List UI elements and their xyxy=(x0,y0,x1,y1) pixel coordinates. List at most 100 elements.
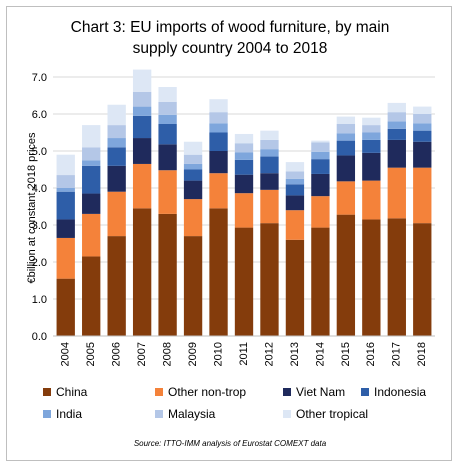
bar-2008-other-tropical xyxy=(158,86,177,102)
x-tick-label-2009: 2009 xyxy=(187,342,199,366)
bar-2012-malaysia xyxy=(260,139,279,150)
bar-2005-indonesia xyxy=(82,165,101,194)
bar-2010-other-tropical xyxy=(209,99,228,113)
bar-2017-malaysia xyxy=(387,112,406,122)
bar-2007-other-tropical xyxy=(132,69,152,92)
bar-2011-china xyxy=(234,227,254,336)
bar-2011-other-non-trop xyxy=(234,193,254,228)
legend-item-other-non-trop: Other non-trop xyxy=(155,385,246,399)
bar-2018-other-tropical xyxy=(413,106,432,114)
bar-2014-viet-nam xyxy=(311,173,330,197)
legend-swatch xyxy=(43,410,51,418)
chart-title-line2: supply country 2004 to 2018 xyxy=(132,40,328,57)
bar-2006-other-non-trop xyxy=(107,191,126,237)
bar-2018-viet-nam xyxy=(413,141,432,168)
bar-2012-other-non-trop xyxy=(260,189,279,224)
bar-2006-malaysia xyxy=(107,125,126,139)
bar-2017-indonesia xyxy=(387,128,406,140)
legend-item-china: China xyxy=(43,385,87,399)
bar-2015-malaysia xyxy=(336,123,356,134)
x-tick-label-2017: 2017 xyxy=(391,342,403,366)
bar-2007-indonesia xyxy=(132,115,152,139)
legend-swatch xyxy=(361,388,369,396)
bar-2018-other-non-trop xyxy=(413,167,432,224)
legend-label: Other tropical xyxy=(296,407,369,421)
y-axis-label: €billion at constant 2018 prices xyxy=(26,132,38,284)
bar-2004-viet-nam xyxy=(56,219,75,238)
bar-2014-other-tropical xyxy=(311,140,330,143)
bar-2011-indonesia xyxy=(234,159,254,175)
legend-item-viet-nam: Viet Nam xyxy=(283,385,345,399)
y-tick-label-0: 0.0 xyxy=(32,331,47,343)
y-tick-label-7: 7.0 xyxy=(32,72,47,84)
bar-2009-india xyxy=(183,163,203,170)
bar-2006-india xyxy=(107,138,126,148)
bar-2013-malaysia xyxy=(285,171,305,179)
bar-2010-other-non-trop xyxy=(209,173,228,209)
x-tick-label-2011: 2011 xyxy=(238,342,250,366)
chart-frame: Chart 3: EU imports of wood furniture, b… xyxy=(6,6,452,461)
bar-2015-india xyxy=(336,133,356,141)
bar-2017-other-non-trop xyxy=(387,167,406,219)
bar-2004-other-tropical xyxy=(56,154,75,176)
legend-label: India xyxy=(56,407,83,421)
bar-2009-malaysia xyxy=(183,154,203,164)
bar-2016-other-tropical xyxy=(362,117,381,126)
bar-2011-malaysia xyxy=(234,143,254,153)
bar-2012-other-tropical xyxy=(260,130,279,140)
bar-2015-viet-nam xyxy=(336,155,356,182)
y-tick-label-2: 2.0 xyxy=(32,257,47,269)
legend-item-indonesia: Indonesia xyxy=(361,385,426,399)
bar-2013-india xyxy=(285,178,305,185)
bar-2007-other-non-trop xyxy=(132,163,152,209)
bar-2008-malaysia xyxy=(158,101,177,115)
legend-swatch xyxy=(283,388,291,396)
legend-swatch xyxy=(155,388,163,396)
bar-2011-other-tropical xyxy=(234,133,254,144)
bar-2007-malaysia xyxy=(132,91,152,107)
bar-2016-indonesia xyxy=(362,139,381,153)
bar-2011-viet-nam xyxy=(234,174,254,194)
x-tick-label-2012: 2012 xyxy=(263,342,275,366)
legend-swatch xyxy=(43,388,51,396)
x-tick-label-2013: 2013 xyxy=(289,342,301,366)
bar-2013-china xyxy=(285,239,305,336)
bar-2006-indonesia xyxy=(107,147,126,166)
bar-2014-other-non-trop xyxy=(311,196,330,228)
bar-2014-china xyxy=(311,227,330,336)
bar-2009-indonesia xyxy=(183,169,203,181)
bar-2016-other-non-trop xyxy=(362,180,381,220)
bar-2007-viet-nam xyxy=(132,138,152,164)
bar-2009-other-tropical xyxy=(183,141,203,155)
source-note: Source: ITTO-IMM analysis of Eurostat CO… xyxy=(133,439,327,448)
bar-2010-malaysia xyxy=(209,112,228,124)
bar-2007-india xyxy=(132,106,152,116)
bar-2017-other-tropical xyxy=(387,102,406,113)
legend-item-malaysia: Malaysia xyxy=(155,407,215,421)
bar-2005-malaysia xyxy=(82,147,101,161)
bar-2006-china xyxy=(107,236,126,336)
bar-2004-india xyxy=(56,188,75,192)
chart-title-line1: Chart 3: EU imports of wood furniture, b… xyxy=(70,19,390,36)
bar-2018-india xyxy=(413,123,432,131)
bar-2005-china xyxy=(82,256,101,336)
x-tick-label-2015: 2015 xyxy=(340,342,352,366)
bar-2010-india xyxy=(209,123,228,133)
bar-2013-viet-nam xyxy=(285,195,305,211)
bar-2017-china xyxy=(387,218,406,336)
bar-2013-other-non-trop xyxy=(285,210,305,240)
bar-2005-other-non-trop xyxy=(82,213,101,257)
bar-2012-viet-nam xyxy=(260,173,279,190)
bar-2016-china xyxy=(362,219,381,336)
bar-2012-china xyxy=(260,223,279,336)
x-tick-label-2007: 2007 xyxy=(136,342,148,366)
y-tick-label-5: 5.0 xyxy=(32,146,47,158)
bar-2012-india xyxy=(260,149,279,157)
stacked-bar-chart: 0.0 1.0 2.0 3.0 4.0 5.0 6.0 7.0 2004 2005 2006 2007… xyxy=(32,69,435,366)
legend-swatch xyxy=(155,410,163,418)
y-tick-label-1: 1.0 xyxy=(32,294,47,306)
bar-2015-indonesia xyxy=(336,140,356,156)
bar-2008-indonesia xyxy=(158,123,177,145)
legend-item-other-tropical: Other tropical xyxy=(283,407,368,421)
bar-2014-india xyxy=(311,151,330,160)
